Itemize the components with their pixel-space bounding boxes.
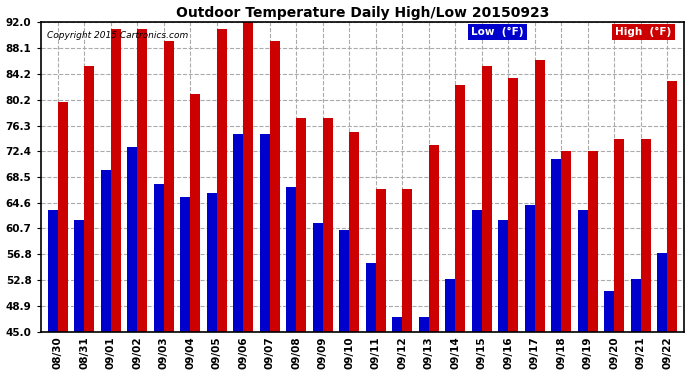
Bar <box>154 183 164 332</box>
Bar <box>48 210 58 332</box>
Title: Outdoor Temperature Daily High/Low 20150923: Outdoor Temperature Daily High/Low 20150… <box>176 6 549 20</box>
Text: High  (°F): High (°F) <box>615 27 671 37</box>
Bar <box>551 159 561 332</box>
Bar <box>472 210 482 332</box>
Bar <box>588 151 598 332</box>
Bar <box>402 189 413 332</box>
Bar <box>376 189 386 332</box>
Bar <box>641 139 651 332</box>
Bar <box>164 40 174 332</box>
Text: Low  (°F): Low (°F) <box>471 27 524 37</box>
Bar <box>455 86 465 332</box>
Bar <box>419 317 428 332</box>
Bar <box>445 279 455 332</box>
Bar <box>667 81 678 332</box>
Bar <box>349 132 359 332</box>
Bar <box>339 230 349 332</box>
Bar <box>286 187 296 332</box>
Bar <box>604 291 614 332</box>
Bar <box>101 170 111 332</box>
Bar <box>498 220 509 332</box>
Bar <box>207 194 217 332</box>
Bar <box>482 66 492 332</box>
Bar <box>217 29 227 332</box>
Bar <box>524 205 535 332</box>
Bar <box>111 29 121 332</box>
Bar <box>578 210 588 332</box>
Bar <box>323 118 333 332</box>
Bar <box>244 19 253 332</box>
Bar <box>84 66 95 332</box>
Bar <box>270 40 280 332</box>
Bar <box>392 316 402 332</box>
Bar <box>190 94 200 332</box>
Bar <box>259 134 270 332</box>
Bar <box>561 151 571 332</box>
Bar <box>58 102 68 332</box>
Bar <box>657 253 667 332</box>
Bar <box>75 220 84 332</box>
Bar <box>296 118 306 332</box>
Bar <box>535 60 545 332</box>
Bar <box>137 29 148 332</box>
Bar <box>233 134 244 332</box>
Bar <box>631 279 641 332</box>
Bar <box>180 197 190 332</box>
Bar <box>366 262 376 332</box>
Bar <box>428 145 439 332</box>
Bar <box>614 139 624 332</box>
Bar <box>127 147 137 332</box>
Bar <box>509 78 518 332</box>
Bar <box>313 223 323 332</box>
Text: Copyright 2015 Cartronics.com: Copyright 2015 Cartronics.com <box>47 32 188 40</box>
